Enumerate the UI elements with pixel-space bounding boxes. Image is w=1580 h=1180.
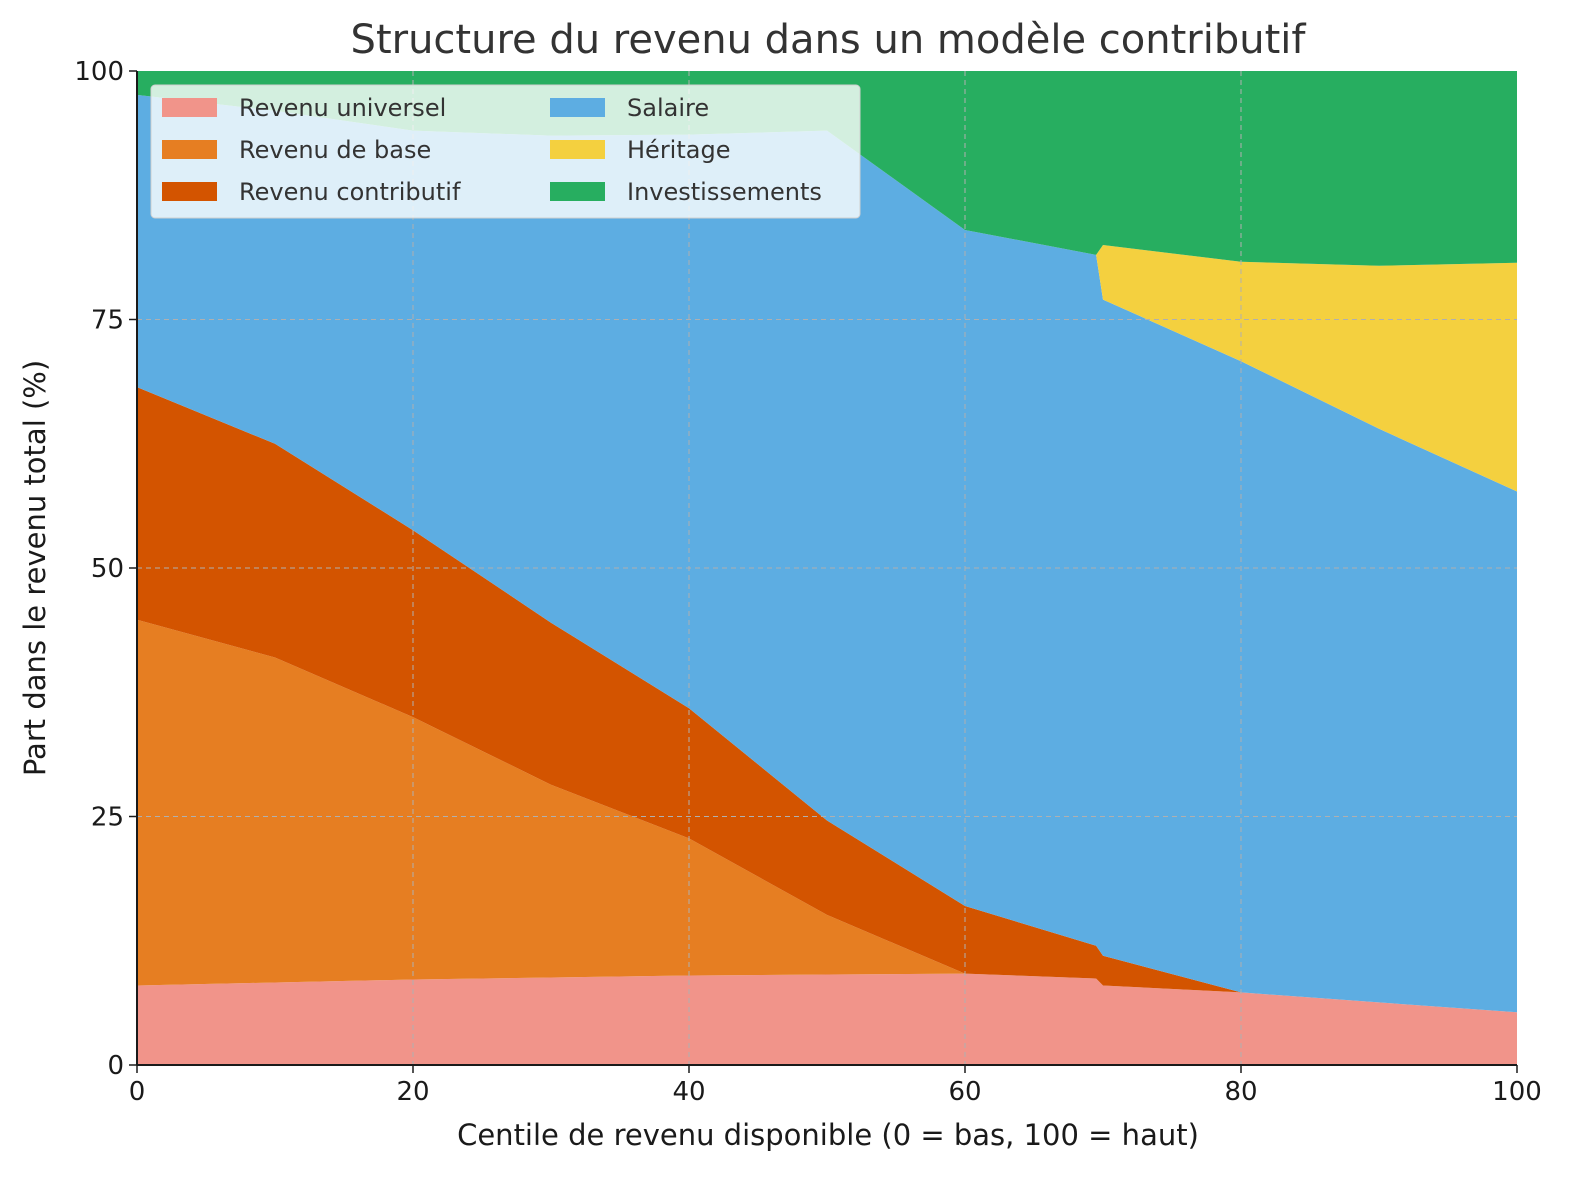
y-tick-label: 100 — [74, 57, 124, 87]
legend: Revenu universel Revenu de base Revenu con… — [150, 84, 861, 219]
legend-swatch — [162, 98, 217, 117]
area-revenu-contributif — [137, 387, 1517, 1013]
y-tick-label: 75 — [91, 306, 124, 336]
legend-label: Revenu de base — [239, 136, 431, 164]
legend-label: Revenu universel — [239, 94, 446, 122]
legend-label: Salaire — [627, 94, 709, 122]
area-heritage — [137, 94, 1517, 492]
legend-swatch — [550, 182, 605, 201]
x-tick-label: 100 — [1492, 1077, 1542, 1107]
legend-label: Revenu contributif — [239, 178, 461, 206]
legend-label: Investissements — [627, 178, 822, 206]
x-tick-label: 40 — [672, 1077, 705, 1107]
grid-lines — [137, 71, 1517, 1065]
legend-label: Héritage — [627, 136, 730, 164]
area-salaire — [137, 94, 1517, 1013]
x-axis-ticks: 0 20 40 60 80 100 — [129, 1065, 1542, 1107]
legend-swatch — [162, 140, 217, 159]
x-tick-label: 20 — [396, 1077, 429, 1107]
y-tick-label: 0 — [107, 1051, 124, 1081]
y-tick-label: 50 — [91, 554, 124, 584]
legend-swatch — [162, 182, 217, 201]
y-tick-label: 25 — [91, 803, 124, 833]
area-revenu-universel — [137, 973, 1517, 1065]
x-tick-label: 60 — [948, 1077, 981, 1107]
x-tick-label: 80 — [1224, 1077, 1257, 1107]
legend-swatch — [550, 98, 605, 117]
area-revenu-de-base — [137, 619, 1517, 1013]
y-axis-label: Part dans le revenu total (%) — [18, 360, 52, 776]
y-axis-ticks: 0 25 50 75 100 — [74, 57, 137, 1081]
legend-box — [150, 84, 861, 219]
x-tick-label: 0 — [129, 1077, 146, 1107]
chart-title: Structure du revenu dans un modèle contr… — [351, 17, 1307, 63]
x-axis-label: Centile de revenu disponible (0 = bas, 1… — [457, 1118, 1199, 1152]
legend-swatch — [550, 140, 605, 159]
